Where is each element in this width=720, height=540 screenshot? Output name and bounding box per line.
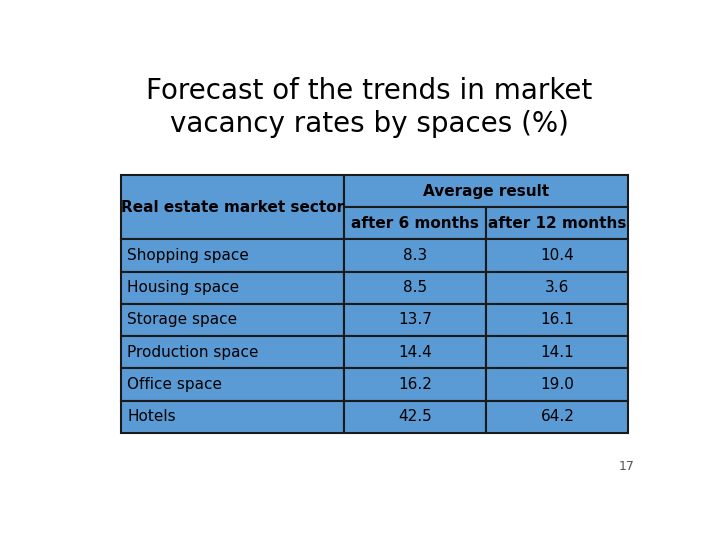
Text: Housing space: Housing space	[127, 280, 240, 295]
Bar	[121, 175, 344, 239]
Bar	[486, 239, 629, 272]
Bar	[344, 336, 486, 368]
Text: 42.5: 42.5	[398, 409, 432, 424]
Bar	[486, 368, 629, 401]
Text: 3.6: 3.6	[545, 280, 570, 295]
Text: Production space: Production space	[127, 345, 259, 360]
Bar	[486, 336, 629, 368]
Bar	[486, 401, 629, 433]
Text: 8.3: 8.3	[403, 248, 428, 263]
Text: 17: 17	[618, 460, 634, 473]
Bar	[121, 336, 344, 368]
Text: Real estate market sector: Real estate market sector	[121, 200, 344, 215]
Text: Storage space: Storage space	[127, 313, 238, 327]
Bar	[486, 272, 629, 304]
Bar	[121, 401, 344, 433]
Bar	[344, 175, 629, 207]
Bar	[121, 239, 344, 272]
Bar	[121, 368, 344, 401]
Text: 19.0: 19.0	[541, 377, 575, 392]
Text: Office space: Office space	[127, 377, 222, 392]
Text: after 6 months: after 6 months	[351, 216, 479, 231]
Bar	[344, 401, 486, 433]
Text: Shopping space: Shopping space	[127, 248, 249, 263]
Bar	[486, 304, 629, 336]
Text: Forecast of the trends in market
vacancy rates by spaces (%): Forecast of the trends in market vacancy…	[146, 77, 592, 138]
Text: 16.1: 16.1	[541, 313, 575, 327]
Text: 64.2: 64.2	[541, 409, 575, 424]
Bar	[344, 207, 486, 239]
Bar	[121, 304, 344, 336]
Text: 14.1: 14.1	[541, 345, 575, 360]
Text: 14.4: 14.4	[398, 345, 432, 360]
Text: 10.4: 10.4	[541, 248, 575, 263]
Bar	[344, 304, 486, 336]
Text: 8.5: 8.5	[403, 280, 427, 295]
Text: Average result: Average result	[423, 184, 549, 199]
Bar	[121, 272, 344, 304]
Bar	[344, 239, 486, 272]
Text: after 12 months: after 12 months	[488, 216, 626, 231]
Bar	[344, 368, 486, 401]
Text: Hotels: Hotels	[127, 409, 176, 424]
Text: 16.2: 16.2	[398, 377, 432, 392]
Bar	[486, 207, 629, 239]
Text: 13.7: 13.7	[398, 313, 432, 327]
Bar	[344, 272, 486, 304]
